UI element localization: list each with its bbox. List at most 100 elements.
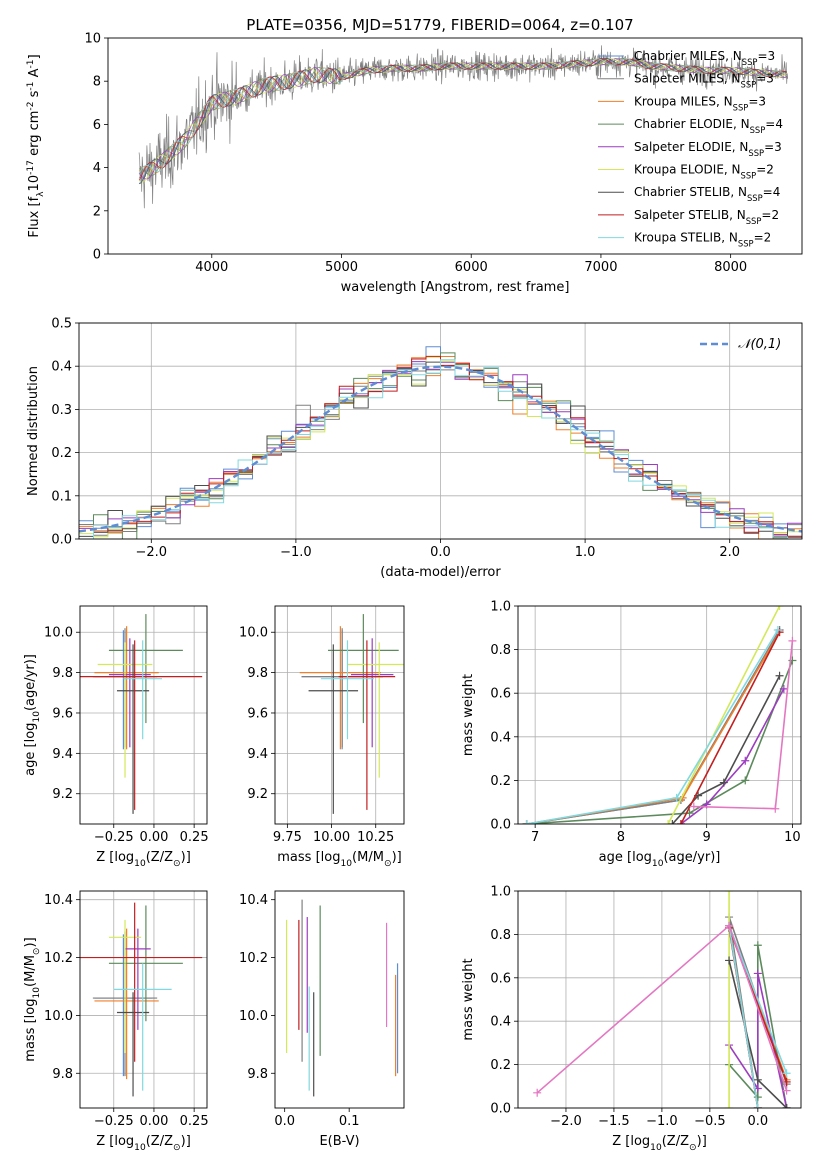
axes-frame [78, 322, 803, 540]
x-tick-label: −0.5 [694, 1114, 726, 1129]
mass-vs-metallicity-panel: −0.25 0.00 0.25 9.8 10.0 10.2 10.4 Z [log10(Z/Z… [23, 890, 209, 1153]
y-tick-label: 0.4 [490, 730, 511, 745]
mass-weight-line [667, 606, 781, 824]
plot-area [138, 45, 789, 209]
mass-weight-marker [779, 684, 788, 693]
legend-label: Chabrier MILES, NSSP=3 [634, 49, 775, 67]
y-axis-label: mass [log10(M/M⊙)] [23, 937, 42, 1061]
mass-weight-line [526, 629, 781, 824]
x-axis-label: Z [log10(Z/Z⊙)] [96, 1134, 191, 1153]
mass-weight-marker [689, 802, 698, 811]
residual-histogram [79, 359, 802, 539]
plot-area [533, 891, 791, 1108]
x-axis-label: wavelength [Angstrom, rest frame] [341, 280, 570, 295]
y-tick-label: 10.0 [239, 1009, 268, 1024]
mass-weight-marker [775, 606, 784, 610]
y-tick-label: 9.6 [247, 706, 268, 721]
residuals-panel: −2.0 −1.0 0.0 1.0 2.0 0.0 0.1 0.2 0.3 0.4 0.5 (data… [26, 317, 803, 580]
y-tick-label: 0.0 [51, 533, 72, 548]
x-tick-label: 1.0 [575, 545, 596, 560]
y-tick-label: 0.4 [490, 1015, 511, 1030]
x-tick-label: 0.00 [139, 830, 168, 845]
axes-frame [517, 890, 802, 1109]
mass-weight-vs-age-panel: 7 8 9 10 0.0 0.2 0.4 0.6 0.8 1.0 age [log10(age/yr… [461, 600, 802, 869]
x-tick-label: −0.25 [94, 830, 134, 845]
y-tick-label: 0.1 [51, 489, 72, 504]
age-vs-mass-panel: 9.75 10.00 10.25 9.2 9.4 9.6 9.8 10.0 mass [log1… [239, 605, 405, 869]
mass-weight-line [526, 631, 781, 824]
plot-area [299, 614, 404, 814]
y-tick-label: 6 [93, 118, 101, 133]
observed-spectrum-line [138, 45, 789, 209]
x-tick-label: 0.00 [139, 1114, 168, 1129]
plot-area [522, 606, 797, 824]
mass-weight-line [526, 629, 781, 824]
mass-weight-vs-metallicity-panel: −2.0 −1.5 −1.0 −0.5 0.0 0.0 0.2 0.4 0.6 0.8 1.0 Z [… [461, 885, 802, 1153]
mass-weight-marker [664, 820, 673, 824]
y-tick-label: 9.8 [52, 1067, 73, 1082]
axes-frame [79, 890, 208, 1109]
mass-weight-marker [782, 1104, 791, 1108]
x-tick-label: 0.25 [180, 830, 209, 845]
legend-label: Chabrier ELODIE, NSSP=4 [634, 117, 783, 135]
mass-weight-line [680, 631, 781, 824]
x-tick-label: −1.0 [280, 545, 312, 560]
mass-weight-marker [522, 820, 531, 824]
legend-label: Kroupa MILES, NSSP=3 [634, 94, 766, 112]
x-tick-label: 8000 [714, 260, 747, 275]
mass-weight-marker [725, 1104, 734, 1108]
legend-label: 𝒩(0,1) [738, 337, 781, 352]
plot-area [79, 346, 802, 539]
x-axis-label: mass [log10(M/M⊙)] [277, 850, 401, 869]
y-tick-label: 9.4 [247, 747, 268, 762]
mass-weight-marker [788, 636, 797, 645]
mass-weight-line [728, 973, 788, 1108]
y-tick-label: 9.2 [247, 787, 268, 802]
mass-weight-marker [773, 625, 782, 634]
x-tick-label: 0.0 [274, 1114, 295, 1129]
mass-weight-line [526, 629, 779, 824]
y-axis-label: age [log10(age/yr)] [23, 654, 42, 776]
x-tick-label: 7 [531, 830, 539, 845]
x-tick-label: −2.0 [550, 1114, 582, 1129]
plot-area [80, 902, 203, 1097]
x-axis-label: (data-model)/error [380, 565, 501, 580]
mass-weight-marker [753, 941, 762, 950]
normal-reference-curve [79, 365, 802, 533]
y-tick-label: 1.0 [490, 600, 511, 615]
mass-weight-marker [725, 956, 734, 965]
mass-weight-marker [782, 1086, 791, 1095]
y-tick-label: 9.8 [247, 1067, 268, 1082]
y-tick-label: 0.3 [51, 403, 72, 418]
x-axis-label: Z [log10(Z/Z⊙)] [96, 850, 191, 869]
x-tick-label: −1.5 [598, 1114, 630, 1129]
y-tick-label: 0.5 [51, 317, 72, 332]
x-tick-label: 0.0 [747, 1114, 768, 1129]
residual-histogram [79, 355, 802, 539]
mass-weight-marker [672, 793, 681, 802]
x-axis-label: E(B-V) [319, 1134, 359, 1149]
legend-label: Salpeter ELODIE, NSSP=3 [634, 140, 782, 158]
axes-frame [79, 605, 208, 825]
axes-frame [107, 37, 803, 255]
y-tick-label: 10.2 [44, 951, 73, 966]
mass-weight-marker [753, 1104, 762, 1108]
age-vs-metallicity-panel: −0.25 0.00 0.25 9.2 9.4 9.6 9.8 10.0 Z [log10(Z/… [23, 605, 209, 869]
y-axis-label: Normed distribution [26, 366, 41, 496]
mass-weight-marker [719, 778, 728, 787]
y-tick-label: 10.0 [44, 626, 73, 641]
x-tick-label: 9.75 [273, 830, 302, 845]
mass-weight-line [680, 688, 785, 824]
y-tick-label: 0.2 [490, 1058, 511, 1073]
y-tick-label: 4 [93, 161, 101, 176]
y-tick-label: 10.4 [44, 893, 73, 908]
y-tick-label: 8 [93, 75, 101, 90]
y-tick-label: 0.6 [490, 687, 511, 702]
mass-weight-marker [753, 1093, 762, 1102]
axes-frame [517, 605, 802, 825]
plot-area [80, 614, 203, 814]
y-tick-label: 0.8 [490, 928, 511, 943]
y-axis-label: mass weight [461, 674, 476, 756]
mass-weight-marker [753, 1075, 762, 1084]
